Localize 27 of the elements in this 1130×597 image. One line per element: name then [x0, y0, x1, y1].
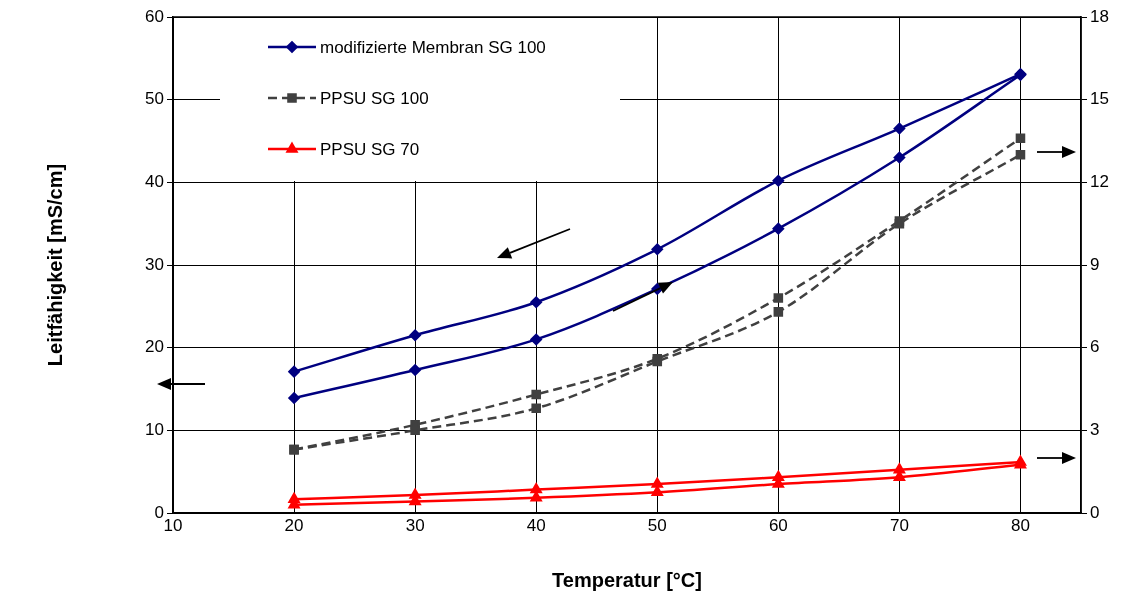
x-tick-label: 50: [647, 515, 667, 535]
y2-tick-label: 6: [1090, 337, 1100, 357]
x-tick-label: 10: [163, 515, 183, 535]
x-tick-label: 70: [889, 515, 909, 535]
y2-tick-label: 18: [1090, 6, 1109, 26]
legend-label: PPSU SG 70: [320, 139, 420, 159]
legend-label: PPSU SG 100: [320, 88, 429, 108]
x-tick-label: 20: [284, 515, 304, 535]
x-tick-label: 30: [405, 515, 425, 535]
x-tick-label: 80: [1011, 515, 1030, 535]
x-tick-label: 40: [526, 515, 546, 535]
y2-tick-label: 12: [1090, 172, 1109, 192]
y2-tick-label: 0: [1090, 502, 1100, 522]
x-axis-title: Temperatur [°C]: [552, 568, 702, 591]
y2-tick-label: 9: [1090, 254, 1100, 274]
x-tick-label: 60: [768, 515, 788, 535]
y-tick-label: 0: [154, 502, 164, 522]
y2-tick-label: 3: [1090, 420, 1100, 440]
y-tick-label: 40: [145, 172, 164, 192]
y-tick-label: 60: [145, 6, 164, 26]
y2-tick-label: 15: [1090, 89, 1109, 109]
legend-label: modifizierte Membran SG 100: [320, 37, 546, 57]
y-tick-label: 20: [145, 337, 164, 357]
y-axis-title: Leitfähigkeit [mS/cm]: [43, 163, 66, 367]
y-tick-label: 30: [145, 254, 164, 274]
y-tick-label: 10: [145, 420, 164, 440]
y-tick-label: 50: [145, 89, 164, 109]
